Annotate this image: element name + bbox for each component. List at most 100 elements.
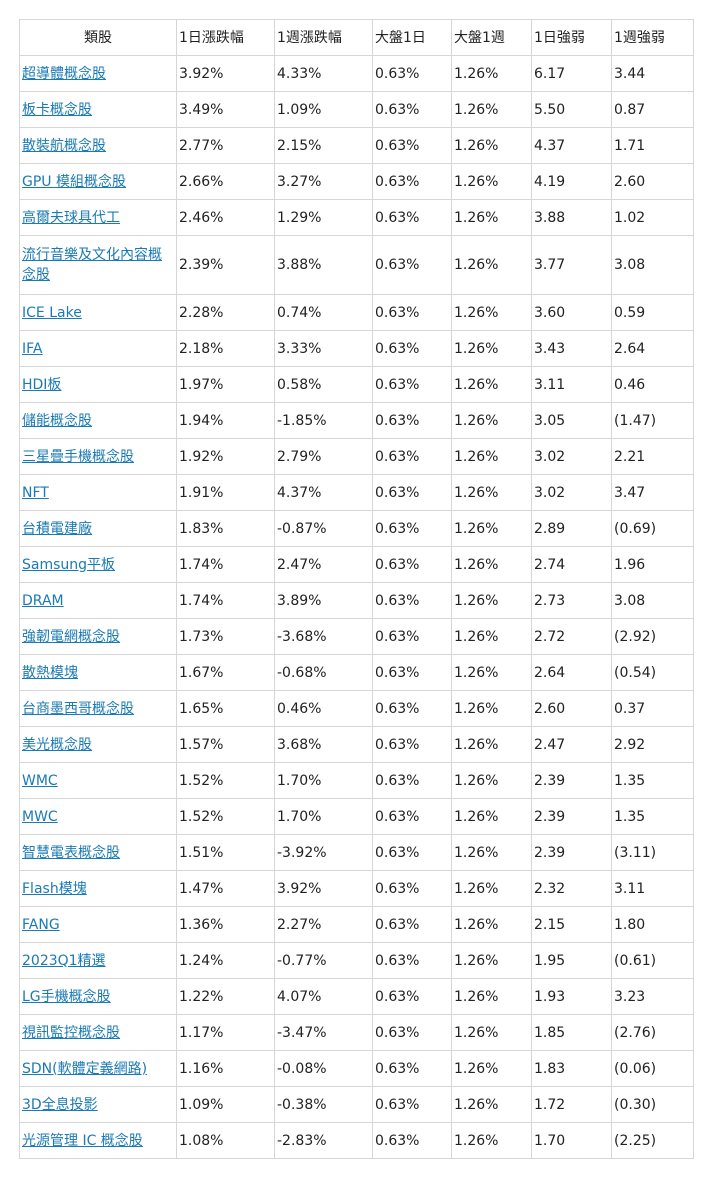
cell-market-1w: 1.26% xyxy=(451,618,532,655)
cell-1d-change: 2.46% xyxy=(176,199,275,236)
cell-market-1d: 0.63% xyxy=(372,330,452,367)
cell-1d-strength: 2.47 xyxy=(531,726,612,763)
cell-1d-change: 1.52% xyxy=(176,798,275,835)
sector-link[interactable]: ICE Lake xyxy=(22,304,82,321)
cell-market-1d: 0.63% xyxy=(372,942,452,979)
sector-link[interactable]: FANG xyxy=(22,916,60,933)
table-row: WMC 1.52% 1.70% 0.63% 1.26% 2.39 1.35 xyxy=(19,762,694,799)
sector-link[interactable]: WMC xyxy=(22,772,58,789)
sector-link[interactable]: 超導體概念股 xyxy=(22,65,106,82)
sector-link[interactable]: 散裝航概念股 xyxy=(22,137,106,154)
sector-link[interactable]: SDN(軟體定義網路) xyxy=(22,1060,148,1077)
cell-1w-change: 4.07% xyxy=(274,978,373,1015)
cell-1d-change: 1.83% xyxy=(176,510,275,547)
cell-1w-change: 3.89% xyxy=(274,582,373,619)
cell-1w-change: -0.77% xyxy=(274,942,373,979)
sector-link[interactable]: 流行音樂及文化內容概念股 xyxy=(22,247,162,283)
sector-link[interactable]: DRAM xyxy=(22,592,64,609)
cell-1d-change: 1.36% xyxy=(176,906,275,943)
cell-1d-strength: 3.11 xyxy=(531,366,612,403)
cell-1w-change: 2.15% xyxy=(274,127,373,164)
cell-market-1w: 1.26% xyxy=(451,654,532,691)
cell-1w-change: 4.33% xyxy=(274,55,373,92)
table-row: 美光概念股 1.57% 3.68% 0.63% 1.26% 2.47 2.92 xyxy=(19,726,694,763)
cell-market-1d: 0.63% xyxy=(372,438,452,475)
table-row: GPU 模組概念股 2.66% 3.27% 0.63% 1.26% 4.19 2.60 xyxy=(19,163,694,200)
cell-market-1w: 1.26% xyxy=(451,870,532,907)
sector-link[interactable]: 美光概念股 xyxy=(22,736,92,753)
cell-market-1d: 0.63% xyxy=(372,618,452,655)
sector-link[interactable]: NFT xyxy=(22,484,49,501)
cell-1w-strength: 3.23 xyxy=(611,978,694,1015)
cell-1w-change: -0.38% xyxy=(274,1086,373,1123)
sector-link[interactable]: 強韌電網概念股 xyxy=(22,628,120,645)
cell-1w-strength: 3.08 xyxy=(611,235,694,295)
cell-1w-change: 3.92% xyxy=(274,870,373,907)
cell-1w-strength: 2.21 xyxy=(611,438,694,475)
cell-sector: 超導體概念股 xyxy=(19,55,177,92)
sector-link[interactable]: Flash模塊 xyxy=(22,880,87,897)
table-body: 超導體概念股 3.92% 4.33% 0.63% 1.26% 6.17 3.44 板卡概念股 3… xyxy=(19,55,694,1159)
cell-1d-change: 1.73% xyxy=(176,618,275,655)
cell-1d-strength: 2.73 xyxy=(531,582,612,619)
sector-link[interactable]: GPU 模組概念股 xyxy=(22,173,126,190)
cell-1d-strength: 1.70 xyxy=(531,1122,612,1159)
cell-1d-strength: 2.64 xyxy=(531,654,612,691)
cell-1d-strength: 2.15 xyxy=(531,906,612,943)
sector-link[interactable]: 台積電建廠 xyxy=(22,520,92,537)
cell-market-1d: 0.63% xyxy=(372,199,452,236)
cell-1d-change: 3.49% xyxy=(176,91,275,128)
cell-1d-change: 1.74% xyxy=(176,582,275,619)
cell-market-1w: 1.26% xyxy=(451,1050,532,1087)
cell-1w-strength: 1.80 xyxy=(611,906,694,943)
sector-link[interactable]: HDI板 xyxy=(22,376,62,393)
sector-link[interactable]: LG手機概念股 xyxy=(22,988,111,1005)
cell-1w-strength: 3.47 xyxy=(611,474,694,511)
cell-1w-strength: 2.64 xyxy=(611,330,694,367)
cell-1d-change: 1.51% xyxy=(176,834,275,871)
table-row: 台商墨西哥概念股 1.65% 0.46% 0.63% 1.26% 2.60 0.37 xyxy=(19,690,694,727)
sector-link[interactable]: 視訊監控概念股 xyxy=(22,1024,120,1041)
sector-link[interactable]: 2023Q1精選 xyxy=(22,952,106,969)
cell-1w-change: 0.46% xyxy=(274,690,373,727)
sector-link[interactable]: 板卡概念股 xyxy=(22,101,92,118)
cell-1w-strength: (3.11) xyxy=(611,834,694,871)
cell-sector: ICE Lake xyxy=(19,294,177,331)
sector-link[interactable]: 光源管理 IC 概念股 xyxy=(22,1132,143,1149)
cell-market-1d: 0.63% xyxy=(372,235,452,295)
table-row: LG手機概念股 1.22% 4.07% 0.63% 1.26% 1.93 3.23 xyxy=(19,978,694,1015)
sector-link[interactable]: MWC xyxy=(22,808,58,825)
cell-1d-change: 2.66% xyxy=(176,163,275,200)
cell-1d-change: 1.22% xyxy=(176,978,275,1015)
cell-market-1d: 0.63% xyxy=(372,1014,452,1051)
cell-market-1d: 0.63% xyxy=(372,582,452,619)
cell-market-1d: 0.63% xyxy=(372,510,452,547)
sector-link[interactable]: 散熱模塊 xyxy=(22,664,78,681)
cell-market-1d: 0.63% xyxy=(372,163,452,200)
cell-sector: DRAM xyxy=(19,582,177,619)
cell-sector: 台商墨西哥概念股 xyxy=(19,690,177,727)
sector-link[interactable]: IFA xyxy=(22,340,43,357)
cell-1w-change: -1.85% xyxy=(274,402,373,439)
cell-sector: LG手機概念股 xyxy=(19,978,177,1015)
cell-1d-strength: 1.83 xyxy=(531,1050,612,1087)
sector-link[interactable]: 三星疊手機概念股 xyxy=(22,448,134,465)
sector-link[interactable]: 3D全息投影 xyxy=(22,1096,98,1113)
sector-link[interactable]: 高爾夫球具代工 xyxy=(22,209,120,226)
sector-link[interactable]: 智慧電表概念股 xyxy=(22,844,120,861)
cell-1w-strength: 3.08 xyxy=(611,582,694,619)
cell-sector: IFA xyxy=(19,330,177,367)
sector-link[interactable]: Samsung平板 xyxy=(22,556,116,573)
cell-market-1d: 0.63% xyxy=(372,474,452,511)
cell-1w-strength: (0.61) xyxy=(611,942,694,979)
cell-sector: Flash模塊 xyxy=(19,870,177,907)
cell-1w-strength: 2.60 xyxy=(611,163,694,200)
cell-1w-strength: 3.44 xyxy=(611,55,694,92)
cell-sector: 2023Q1精選 xyxy=(19,942,177,979)
cell-1w-strength: (0.69) xyxy=(611,510,694,547)
cell-market-1w: 1.26% xyxy=(451,1014,532,1051)
sector-link[interactable]: 台商墨西哥概念股 xyxy=(22,700,134,717)
cell-1d-change: 1.94% xyxy=(176,402,275,439)
sector-link[interactable]: 儲能概念股 xyxy=(22,412,92,429)
cell-market-1w: 1.26% xyxy=(451,1122,532,1159)
